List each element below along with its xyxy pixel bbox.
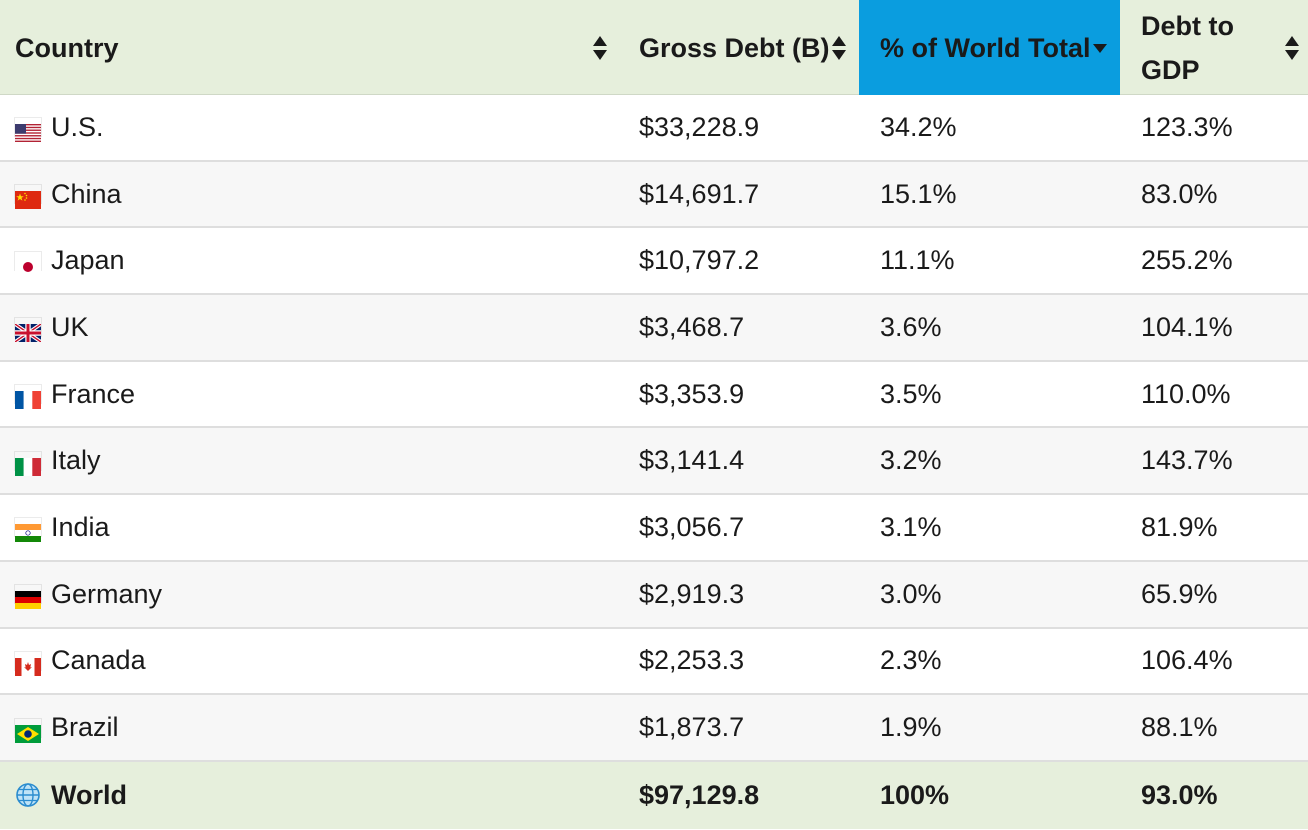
gross-debt-cell: $33,228.9: [639, 111, 760, 142]
country-cell: China: [0, 179, 620, 210]
country-name: China: [51, 178, 122, 209]
debt-gdp-cell: 123.3%: [1141, 111, 1233, 142]
debt-gdp-cell: 88.1%: [1141, 712, 1218, 743]
gross-debt-cell: $97,129.8: [639, 779, 760, 810]
sort-both-icon: [832, 35, 846, 60]
country-cell: France: [0, 379, 620, 410]
table-row: UK $3,468.7 3.6% 104.1%: [0, 295, 1308, 362]
pct-world-cell: 11.1%: [880, 245, 955, 276]
debt-gdp-cell: 106.4%: [1141, 645, 1233, 676]
globe-icon: [16, 783, 40, 808]
country-name: Canada: [51, 645, 146, 676]
debt-gdp-cell: 81.9%: [1141, 511, 1218, 542]
canada-flag-icon: [15, 652, 41, 676]
country-cell: Germany: [0, 579, 620, 610]
gross-debt-cell: $3,353.9: [639, 378, 745, 409]
us-flag-icon: [15, 118, 41, 143]
country-name: World: [51, 779, 127, 810]
debt-gdp-cell: 104.1%: [1141, 311, 1233, 342]
country-name: Brazil: [51, 712, 119, 743]
table-row: Japan $10,797.2 11.1% 255.2%: [0, 228, 1308, 296]
pct-world-cell: 3.6%: [880, 311, 942, 342]
germany-flag-icon: [15, 585, 41, 610]
italy-flag-icon: [15, 452, 41, 476]
debt-gdp-cell: 143.7%: [1141, 445, 1233, 476]
pct-world-cell: 2.3%: [880, 645, 942, 676]
country-cell: U.S.: [0, 112, 620, 143]
country-cell: Japan: [0, 245, 620, 276]
pct-world-cell: 3.2%: [880, 445, 942, 476]
pct-world-cell: 100%: [880, 779, 950, 810]
table-row: Canada $2,253.3 2.3% 106.4%: [0, 629, 1308, 696]
sort-desc-icon: [1093, 43, 1107, 53]
country-name: U.S.: [51, 111, 104, 142]
pct-world-cell: 34.2%: [880, 111, 957, 142]
table-row: Brazil $1,873.7 1.9% 88.1%: [0, 695, 1308, 762]
gross-debt-cell: $2,919.3: [639, 578, 745, 609]
table-row: China $14,691.7 15.1% 83.0%: [0, 161, 1308, 229]
country-name: France: [51, 378, 136, 409]
pct-world-cell: 3.5%: [880, 378, 942, 409]
country-name: Japan: [51, 245, 125, 276]
pct-world-cell: 1.9%: [880, 712, 942, 743]
table-row: India $3,056.7 3.1% 81.9%: [0, 495, 1308, 562]
country-cell: Canada: [0, 645, 620, 676]
country-name: Germany: [51, 578, 163, 609]
table-row: Italy $3,141.4 3.2% 143.7%: [0, 428, 1308, 496]
country-cell: India: [0, 512, 620, 543]
gross-debt-cell: $3,468.7: [639, 311, 745, 342]
pct-world-cell: 3.1%: [880, 511, 942, 542]
table-header: Country Gross Debt (B) % of World Total …: [0, 0, 1308, 95]
column-header-label: Gross Debt (B): [639, 32, 830, 63]
pct-world-cell: 3.0%: [880, 578, 942, 609]
column-header-gross-debt[interactable]: Gross Debt (B): [620, 0, 859, 95]
gross-debt-cell: $2,253.3: [639, 645, 745, 676]
debt-gdp-cell: 83.0%: [1141, 178, 1218, 209]
country-cell: UK: [0, 311, 620, 344]
france-flag-icon: [15, 385, 41, 410]
country-cell: Italy: [0, 445, 620, 476]
china-flag-icon: [15, 185, 41, 210]
column-header-label: Country: [15, 32, 119, 63]
country-cell: Brazil: [0, 712, 620, 743]
table-body: U.S. $33,228.9 34.2% 123.3% China $14,691.7 15…: [0, 95, 1308, 762]
table-row: Germany $2,919.3 3.0% 65.9%: [0, 561, 1308, 629]
gross-debt-cell: $14,691.7: [639, 178, 760, 209]
table-row-total: World $97,129.8 100% 93.0%: [0, 761, 1308, 829]
country-name: UK: [51, 311, 89, 342]
country-name: Italy: [51, 445, 101, 476]
gross-debt-cell: $3,056.7: [639, 511, 745, 542]
japan-flag-icon: [15, 252, 41, 276]
column-header-label: Debt to GDP: [1141, 4, 1234, 92]
column-header-pct-world[interactable]: % of World Total: [859, 0, 1120, 95]
column-header-label-line1: Debt to: [1141, 10, 1234, 41]
gross-debt-cell: $1,873.7: [639, 712, 745, 743]
country-cell: World: [0, 780, 620, 811]
sort-both-icon: [593, 35, 607, 60]
table-row: France $3,353.9 3.5% 110.0%: [0, 362, 1308, 429]
debt-gdp-cell: 110.0%: [1141, 378, 1231, 409]
table-row: U.S. $33,228.9 34.2% 123.3%: [0, 95, 1308, 162]
uk-flag-icon: [13, 318, 43, 344]
column-header-debt-gdp[interactable]: Debt to GDP: [1120, 0, 1308, 95]
sort-both-icon: [1285, 35, 1299, 60]
column-header-country[interactable]: Country: [0, 0, 620, 95]
india-flag-icon: [15, 518, 41, 543]
debt-gdp-cell: 93.0%: [1141, 779, 1218, 810]
pct-world-cell: 15.1%: [880, 178, 957, 209]
gross-debt-cell: $3,141.4: [639, 445, 745, 476]
country-name: India: [51, 511, 110, 542]
debt-gdp-cell: 255.2%: [1141, 245, 1233, 276]
column-header-label: % of World Total: [880, 32, 1091, 63]
debt-gdp-cell: 65.9%: [1141, 578, 1218, 609]
gross-debt-cell: $10,797.2: [639, 245, 760, 276]
brazil-flag-icon: [15, 719, 41, 743]
column-header-label-line2: GDP: [1141, 54, 1200, 85]
